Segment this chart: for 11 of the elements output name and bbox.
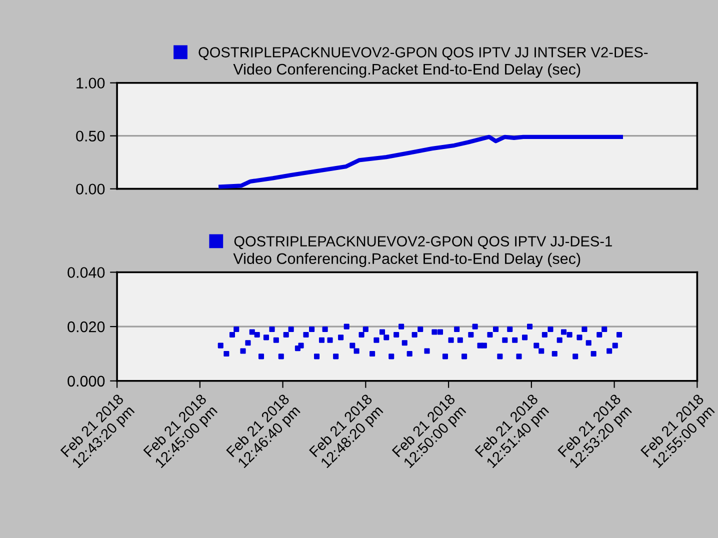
chart-title: Video Conferencing.Packet End-to-End Delay (sec) (233, 63, 580, 78)
y-tick-label: 0.020 (68, 321, 105, 332)
y-tick-label: 1.00 (76, 78, 105, 89)
y-tick-label: 0.50 (76, 130, 105, 142)
legend-label: QOSTRIPLEPACKNUEVOV2-GPON QOS IPTV JJ-DES-1 (234, 236, 612, 250)
line-series (218, 134, 624, 189)
y-tick-label: 0.000 (68, 376, 105, 387)
y-tick-label: 0.00 (76, 184, 105, 195)
legend-label: QOSTRIPLEPACKNUEVOV2-GPON QOS IPTV JJ INTSER V2-DES- (198, 47, 648, 60)
y-tick-label: 0.040 (68, 267, 105, 278)
chart-title: Video Conferencing.Packet End-to-End Delay (sec) (233, 252, 580, 268)
